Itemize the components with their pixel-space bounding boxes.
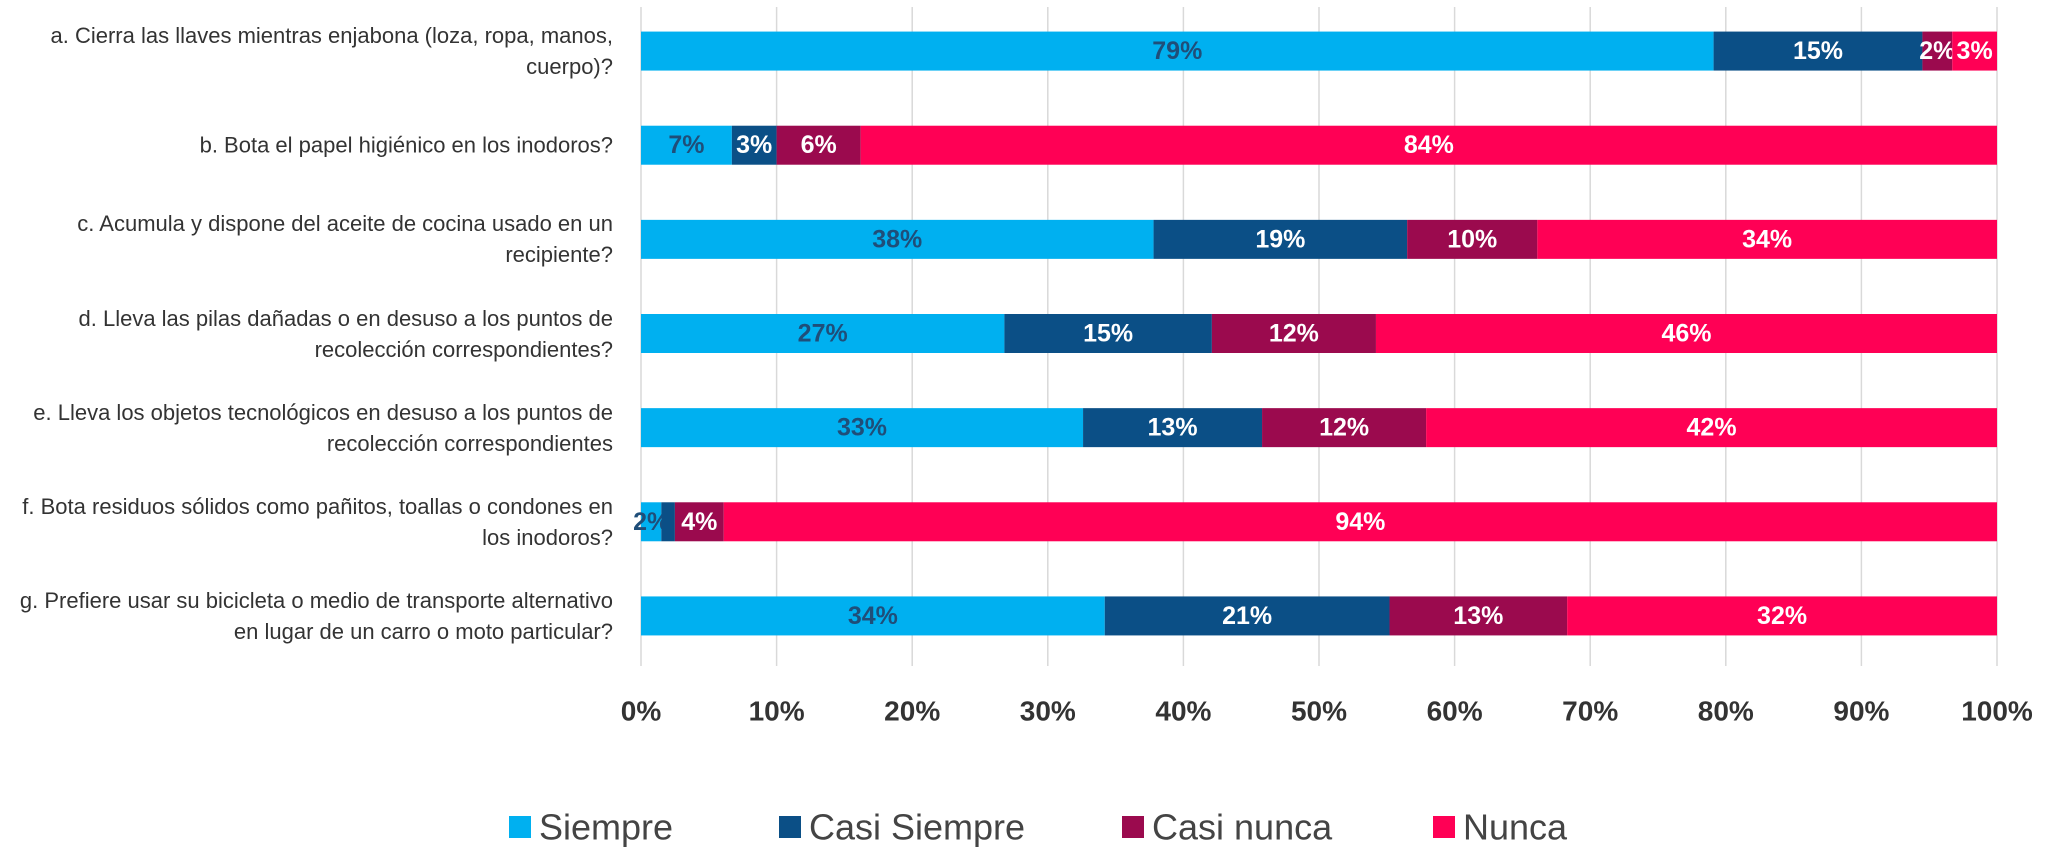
data-label: 15% xyxy=(1793,37,1843,65)
category-label: g. Prefiere usar su bicicleta o medio de… xyxy=(19,587,613,644)
data-label: 19% xyxy=(1255,225,1305,253)
bar-segment xyxy=(661,502,675,542)
legend-label: Nunca xyxy=(1463,807,1568,848)
bar-segment xyxy=(1426,408,1997,448)
category-label: a. Cierra las llaves mientras enjabona (… xyxy=(50,23,614,80)
data-label: 32% xyxy=(1757,602,1807,630)
data-label: 13% xyxy=(1148,414,1198,442)
legend-swatch xyxy=(509,816,531,838)
data-label: 12% xyxy=(1269,320,1319,348)
bar-segment xyxy=(1567,596,1997,636)
bar-segment xyxy=(641,596,1105,636)
bar-segment xyxy=(1211,314,1376,353)
legend-label: Casi nunca xyxy=(1152,807,1333,848)
bar-segment xyxy=(1952,31,1997,71)
x-tick-label: 50% xyxy=(1291,696,1347,727)
x-tick-label: 20% xyxy=(884,696,940,727)
x-tick-label: 90% xyxy=(1833,696,1889,727)
category-label: c. Acumula y dispone del aceite de cocin… xyxy=(77,211,613,268)
legend-swatch xyxy=(1433,816,1455,838)
data-label: 42% xyxy=(1687,414,1737,442)
bar-segment xyxy=(1389,596,1568,636)
bar-segment xyxy=(641,31,1714,71)
data-label: 94% xyxy=(1335,508,1385,536)
x-tick-label: 70% xyxy=(1562,696,1618,727)
data-label: 3% xyxy=(736,131,772,159)
bar-segment xyxy=(1713,31,1923,71)
data-label: 46% xyxy=(1661,320,1711,348)
x-tick-label: 40% xyxy=(1155,696,1211,727)
data-label: 79% xyxy=(1152,37,1202,65)
x-tick-label: 80% xyxy=(1698,696,1754,727)
x-tick-label: 30% xyxy=(1020,696,1076,727)
bar-segment xyxy=(1083,408,1263,448)
legend-label: Casi Siempre xyxy=(809,807,1025,848)
bar-segment xyxy=(860,125,1997,165)
x-tick-label: 0% xyxy=(621,696,662,727)
legend-swatch xyxy=(779,816,801,838)
data-label: 21% xyxy=(1222,602,1272,630)
bar-segment xyxy=(776,125,861,165)
legend-label: Siempre xyxy=(539,807,673,848)
bar-segment xyxy=(1407,219,1538,259)
data-label: 34% xyxy=(848,602,898,630)
data-label: 13% xyxy=(1453,602,1503,630)
bar-segment xyxy=(1375,314,1997,353)
data-label: 34% xyxy=(1742,225,1792,253)
bar-segment xyxy=(1004,314,1212,353)
category-label: d. Lleva las pilas dañadas o en desuso a… xyxy=(78,305,614,362)
bar-segment xyxy=(731,125,777,165)
bar-segment xyxy=(723,502,1997,542)
data-label: 27% xyxy=(798,320,848,348)
data-label: 2% xyxy=(1919,37,1955,65)
legend-swatch xyxy=(1122,816,1144,838)
bar-segment xyxy=(641,125,732,165)
data-label: 4% xyxy=(681,508,717,536)
category-label: e. Lleva los objetos tecnológicos en des… xyxy=(33,399,613,456)
data-label: 7% xyxy=(668,131,704,159)
category-label: b. Bota el papel higiénico en los inodor… xyxy=(199,132,613,158)
bar-segment xyxy=(641,219,1154,259)
bar-segment xyxy=(1153,219,1408,259)
data-label: 84% xyxy=(1404,131,1454,159)
data-label: 10% xyxy=(1447,225,1497,253)
bar-segment xyxy=(641,502,662,542)
bar-segment xyxy=(1537,219,1997,259)
data-label: 3% xyxy=(1957,37,1993,65)
data-label: 38% xyxy=(872,225,922,253)
bar-segment xyxy=(674,502,724,542)
bar-segment xyxy=(1922,31,1953,71)
data-label: 15% xyxy=(1083,320,1133,348)
x-tick-label: 10% xyxy=(749,696,805,727)
data-label: 33% xyxy=(837,414,887,442)
data-label: 12% xyxy=(1319,414,1369,442)
bar-segment xyxy=(641,314,1005,353)
bar-segment xyxy=(641,408,1084,448)
x-tick-label: 100% xyxy=(1961,696,2033,727)
data-label: 6% xyxy=(801,131,837,159)
bar-segment xyxy=(1104,596,1390,636)
x-tick-label: 60% xyxy=(1427,696,1483,727)
bar-segment xyxy=(1262,408,1427,448)
category-label: f. Bota residuos sólidos como pañitos, t… xyxy=(22,493,613,550)
